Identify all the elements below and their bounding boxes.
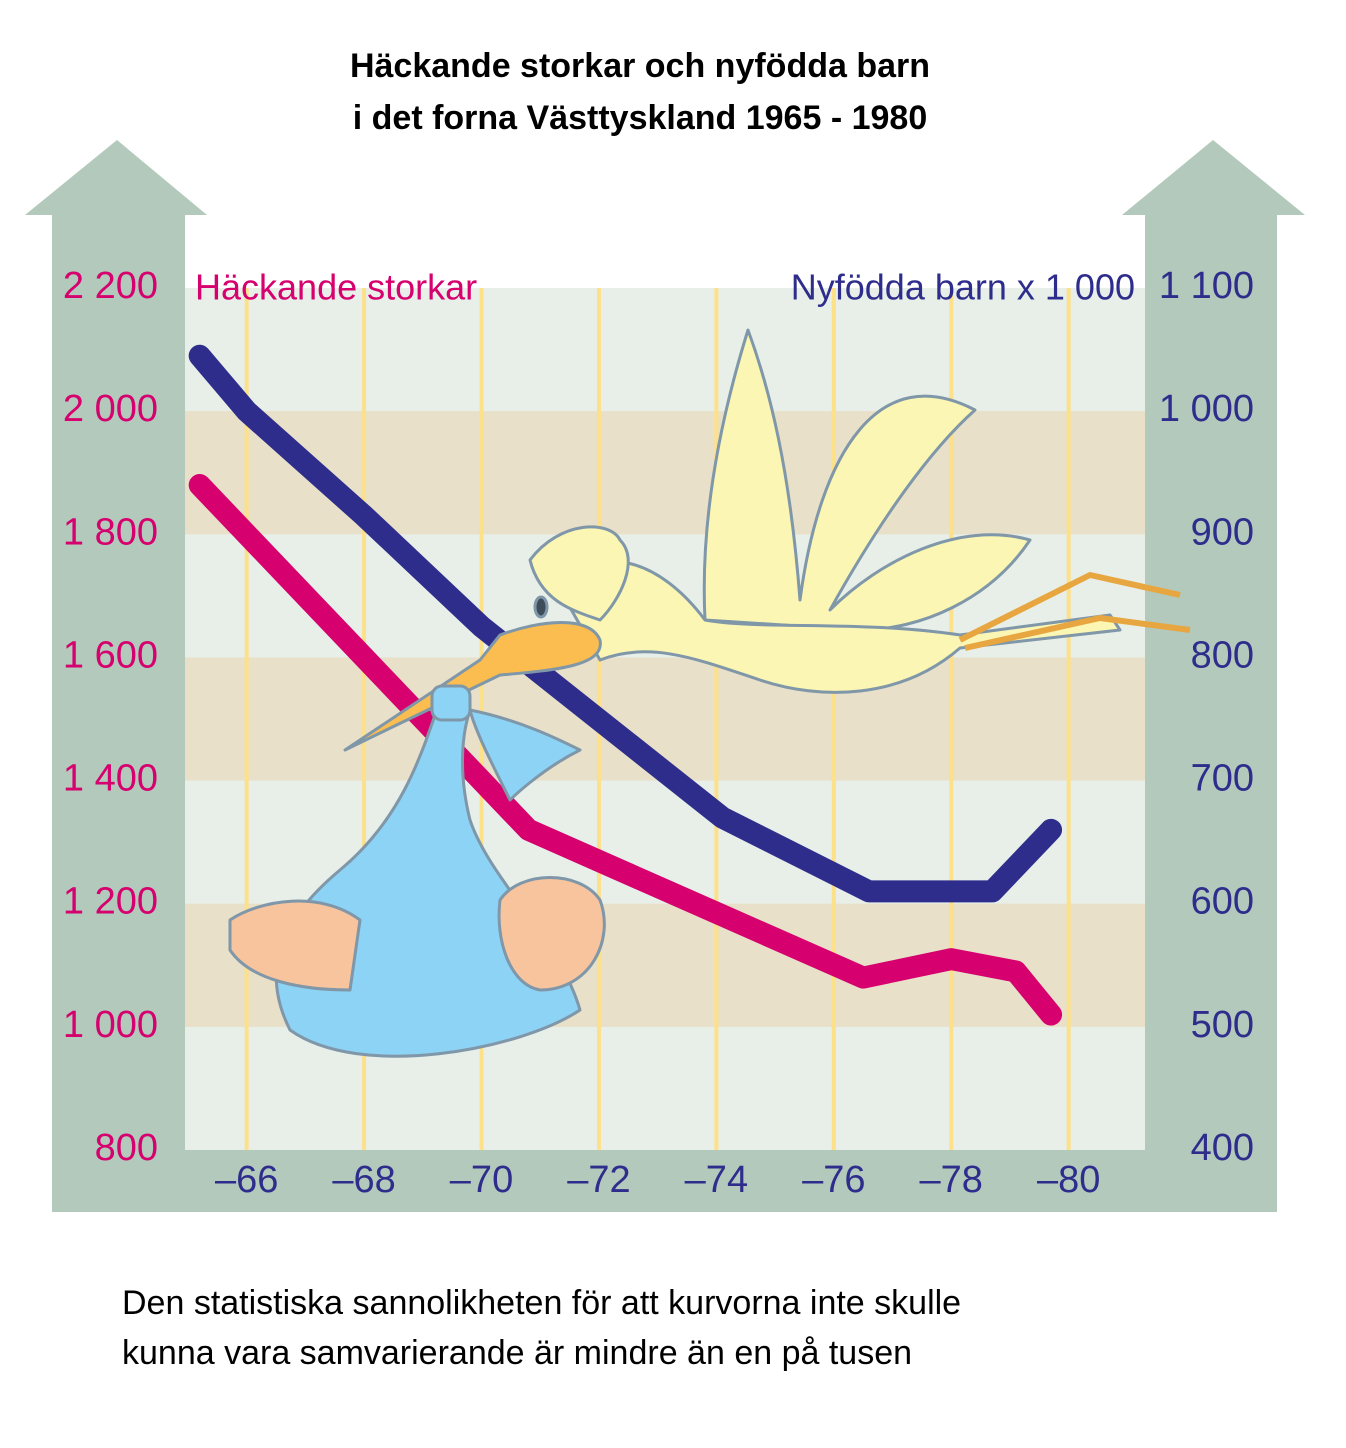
- series-line: [188, 474, 1063, 1026]
- y2-tick-label: 500: [1191, 1004, 1254, 1046]
- series-label: Häckande storkar: [195, 267, 477, 308]
- y-tick-label: 1 800: [63, 511, 158, 553]
- y-tick-label: 1 000: [63, 1004, 158, 1046]
- y2-tick-label: 1 000: [1159, 388, 1254, 430]
- y-tick-label: 2 200: [63, 265, 158, 307]
- x-tick-label: –78: [920, 1159, 983, 1201]
- y2-tick-label: 1 100: [1159, 265, 1254, 307]
- series-label: Nyfödda barn x 1 000: [791, 267, 1135, 308]
- y2-tick-label: 800: [1191, 634, 1254, 676]
- x-tick-label: –76: [802, 1159, 865, 1201]
- x-tick-label: –72: [567, 1159, 630, 1201]
- x-tick-label: –74: [685, 1159, 748, 1201]
- y-tick-label: 1 400: [63, 758, 158, 800]
- y2-tick-label: 600: [1191, 881, 1254, 923]
- chart-title: Häckande storkar och nyfödda barn: [350, 47, 930, 85]
- caption: kunna vara samvarierande är mindre än en…: [122, 1334, 912, 1372]
- axis-pillars: [25, 140, 1305, 1212]
- y2-tick-label: 700: [1191, 758, 1254, 800]
- caption: Den statistiska sannolikheten för att ku…: [122, 1284, 961, 1322]
- stork-illustration: [228, 328, 1191, 1058]
- x-tick-label: –66: [215, 1159, 278, 1201]
- chart-title: i det forna Västtyskland 1965 - 1980: [353, 99, 927, 137]
- y-tick-label: 1 600: [63, 634, 158, 676]
- x-tick-label: –70: [450, 1159, 513, 1201]
- series-line: [188, 344, 1063, 903]
- y-tick-label: 2 000: [63, 388, 158, 430]
- y2-tick-label: 400: [1191, 1127, 1254, 1169]
- x-tick-label: –80: [1037, 1159, 1100, 1201]
- y-tick-label: 800: [95, 1127, 158, 1169]
- x-tick-label: –68: [332, 1159, 395, 1201]
- y2-tick-label: 900: [1191, 511, 1254, 553]
- y-tick-label: 1 200: [63, 881, 158, 923]
- grid-band: [185, 411, 1145, 535]
